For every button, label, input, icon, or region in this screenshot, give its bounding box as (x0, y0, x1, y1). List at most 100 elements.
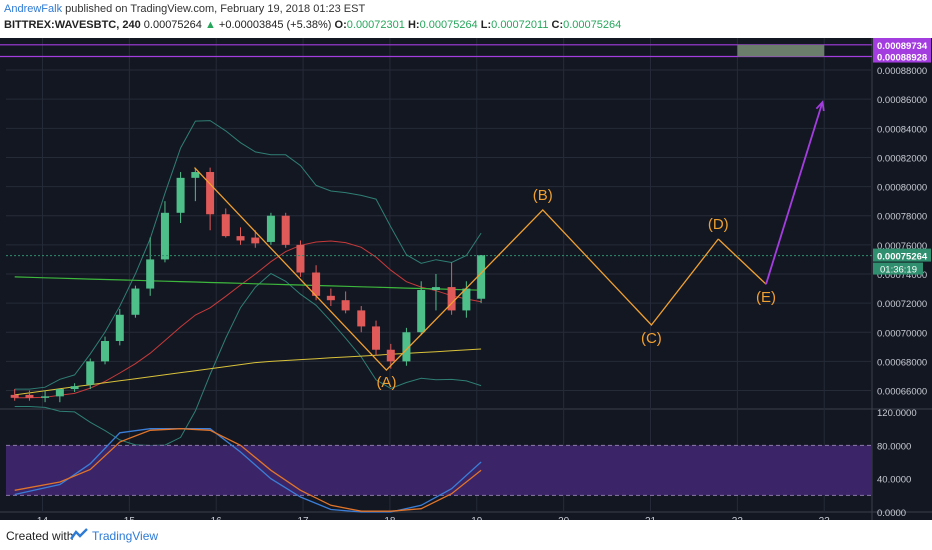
candle-body (281, 215, 290, 245)
high-value: 0.00075264 (419, 19, 478, 31)
x-tick-label: 15 (124, 516, 136, 520)
target-arrow-head (815, 100, 825, 112)
open-value: 0.00072301 (346, 19, 405, 31)
x-tick-label: 23 (819, 516, 831, 520)
high-label: H: (407, 19, 420, 31)
stoch-tick-label: 0.0000 (877, 508, 906, 519)
y-tick-label: 0.00084000 (877, 124, 927, 135)
moving-average-red (14, 240, 482, 399)
candle-body (447, 287, 456, 311)
last-price-tag (873, 248, 931, 262)
x-tick-label: 14 (37, 516, 49, 520)
stoch-tick-label: 120.0000 (877, 408, 917, 419)
candle-body (417, 290, 426, 333)
target-price-tag (873, 38, 931, 51)
wave-label: (C) (641, 330, 662, 347)
ohlc-line: BITTREX:WAVESBTC, 240 0.00075264 ▲ +0.00… (4, 19, 621, 31)
wave-label: (D) (708, 216, 729, 233)
candle-body (101, 340, 110, 362)
stoch-k-line (14, 428, 482, 513)
low-label: L: (480, 19, 492, 31)
candle-body (115, 314, 124, 341)
close-value: 0.00075264 (563, 19, 622, 31)
target-zone-box (737, 44, 825, 57)
bollinger-lower-line (14, 272, 482, 447)
y-tick-label: 0.00068000 (877, 357, 927, 368)
x-tick-label: 21 (645, 516, 657, 520)
tradingview-link[interactable]: TradingView (92, 529, 159, 543)
candle-body (402, 332, 411, 362)
close-label: C: (551, 19, 564, 31)
candle-body (86, 361, 95, 385)
wave-label: (A) (376, 374, 396, 391)
created-with-label: Created with (6, 529, 74, 543)
y-tick-label: 0.00080000 (877, 183, 927, 194)
change-up-icon: ▲ (204, 19, 216, 31)
y-tick-label: 0.00078000 (877, 212, 927, 223)
stoch-band (6, 445, 872, 496)
y-tick-label: 0.00072000 (877, 299, 927, 310)
candle-body (55, 389, 64, 397)
y-tick-label: 0.00066000 (877, 387, 927, 398)
chart-background (0, 38, 932, 520)
candle-body (176, 177, 185, 213)
candle-body (462, 288, 471, 311)
candle-body (477, 255, 486, 299)
last-price: 0.00075264 (143, 19, 202, 31)
candle-body (206, 172, 215, 215)
candle-body (146, 259, 155, 289)
candle-body (372, 326, 381, 350)
price-chart[interactable]: 0.00066000 0.00068000 0.00070000 0.00072000… (0, 38, 932, 520)
chart-header: AndrewFalk published on TradingView.com,… (0, 0, 932, 38)
change-value: +0.00003845 (+5.38%) (218, 19, 332, 31)
moving-average-green (14, 276, 482, 291)
stoch-tick-label: 80.0000 (877, 441, 911, 452)
candle-body (326, 295, 335, 301)
x-tick-label: 20 (558, 516, 570, 520)
author-link[interactable]: AndrewFalk (4, 3, 63, 15)
wave-segment-d-e (717, 238, 767, 285)
bollinger-upper-line (14, 120, 482, 390)
y-tick-label: 0.00074000 (877, 270, 927, 281)
candle-body (41, 396, 50, 398)
candle-body (131, 288, 140, 315)
wave-label: (E) (756, 289, 776, 306)
countdown-label: 01:36:19 (880, 265, 917, 276)
last-price-label: 0.00075264 (877, 252, 928, 263)
candle-body (431, 287, 440, 291)
candle-body (341, 300, 350, 311)
stoch-tick-label: 40.0000 (877, 475, 911, 486)
publish-line: AndrewFalk published on TradingView.com,… (4, 3, 365, 15)
candle-body (312, 272, 321, 296)
x-tick-label: 18 (384, 516, 396, 520)
candle-body (10, 394, 19, 398)
candle-body (25, 394, 34, 398)
tradingview-logo-icon (70, 528, 88, 540)
y-tick-label: 0.00070000 (877, 328, 927, 339)
wave-path (194, 167, 719, 372)
publish-info: published on TradingView.com, February 1… (65, 3, 366, 15)
candle-body (191, 172, 200, 178)
y-tick-label: 0.00086000 (877, 95, 927, 106)
candle-body (386, 349, 395, 362)
candle-body (160, 212, 169, 260)
candle-body (266, 215, 275, 242)
candle-body (70, 386, 79, 390)
candle-body (357, 310, 366, 327)
countdown-tag (873, 262, 923, 275)
x-tick-label: 22 (732, 516, 744, 520)
low-value: 0.00072011 (491, 19, 549, 31)
y-tick-label: 0.00076000 (877, 241, 927, 252)
symbol-label: BITTREX:WAVESBTC, 240 (4, 19, 141, 31)
stoch-d-line (14, 428, 482, 512)
x-tick-label: 16 (211, 516, 223, 520)
target-price-label: 0.00089734 (877, 41, 928, 52)
x-tick-label: 19 (471, 516, 483, 520)
candle-body (236, 236, 245, 241)
candle-body (221, 214, 230, 237)
y-tick-label: 0.00082000 (877, 153, 927, 164)
wave-label: (B) (533, 187, 553, 204)
y-tick-label: 0.00088000 (877, 66, 927, 77)
candle-body (251, 237, 260, 244)
price-scale-background (872, 38, 932, 520)
